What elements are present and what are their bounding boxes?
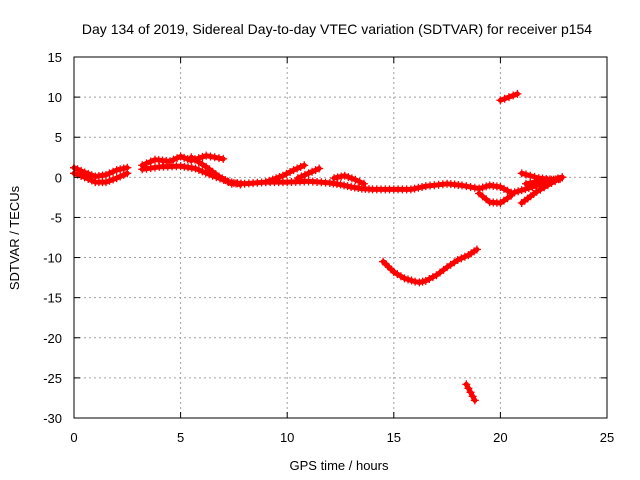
x-tick-label: 25 bbox=[600, 430, 614, 445]
series-low-segment bbox=[462, 380, 479, 405]
y-tick-label: -10 bbox=[43, 251, 62, 266]
series-markers bbox=[229, 177, 484, 194]
series-markers bbox=[261, 161, 309, 187]
y-tick-label: -15 bbox=[43, 291, 62, 306]
y-tick-label: 15 bbox=[48, 50, 62, 65]
series-branch-9-11 bbox=[261, 161, 309, 187]
series-late-fan-d bbox=[521, 174, 565, 188]
series-markers bbox=[379, 245, 481, 287]
series-markers bbox=[496, 89, 522, 105]
series-markers bbox=[475, 181, 516, 197]
series-dip-arc bbox=[379, 245, 481, 287]
series-hump-descent bbox=[187, 153, 236, 188]
axes: 0 5 10 15 20 25 15 10 5 0 -5 -10 -15 -20 -25 -30 bbox=[43, 50, 614, 445]
series-loop-upper bbox=[475, 181, 516, 197]
x-axis-label: GPS time / hours bbox=[290, 458, 389, 473]
series-loop-lower bbox=[475, 189, 516, 208]
x-tick-label: 5 bbox=[177, 430, 184, 445]
series-upper-segment bbox=[496, 89, 522, 105]
x-tick-label: 15 bbox=[387, 430, 401, 445]
y-tick-label: -30 bbox=[43, 411, 62, 426]
x-tick-label: 20 bbox=[493, 430, 507, 445]
series-markers bbox=[462, 380, 479, 405]
series-markers bbox=[330, 171, 368, 188]
y-tick-label: -20 bbox=[43, 331, 62, 346]
x-tick-label: 0 bbox=[70, 430, 77, 445]
y-tick-label: -5 bbox=[50, 210, 62, 225]
y-tick-label: -25 bbox=[43, 371, 62, 386]
series-markers bbox=[521, 174, 565, 188]
data-traces bbox=[70, 89, 567, 405]
x-tick-label: 10 bbox=[280, 430, 294, 445]
series-cluster-12-13 bbox=[330, 171, 368, 188]
series-branch-10-11 bbox=[293, 164, 324, 183]
series-markers bbox=[187, 153, 236, 188]
y-axis-label: SDTVAR / TECUs bbox=[7, 185, 22, 290]
y-tick-label: 0 bbox=[55, 170, 62, 185]
grid-lines bbox=[74, 57, 607, 418]
series-markers bbox=[293, 164, 324, 183]
chart-title: Day 134 of 2019, Sidereal Day-to-day VTE… bbox=[82, 21, 592, 37]
y-tick-label: 10 bbox=[48, 90, 62, 105]
y-tick-label: 5 bbox=[55, 130, 62, 145]
series-markers bbox=[475, 189, 516, 208]
plot-frame bbox=[73, 56, 608, 419]
